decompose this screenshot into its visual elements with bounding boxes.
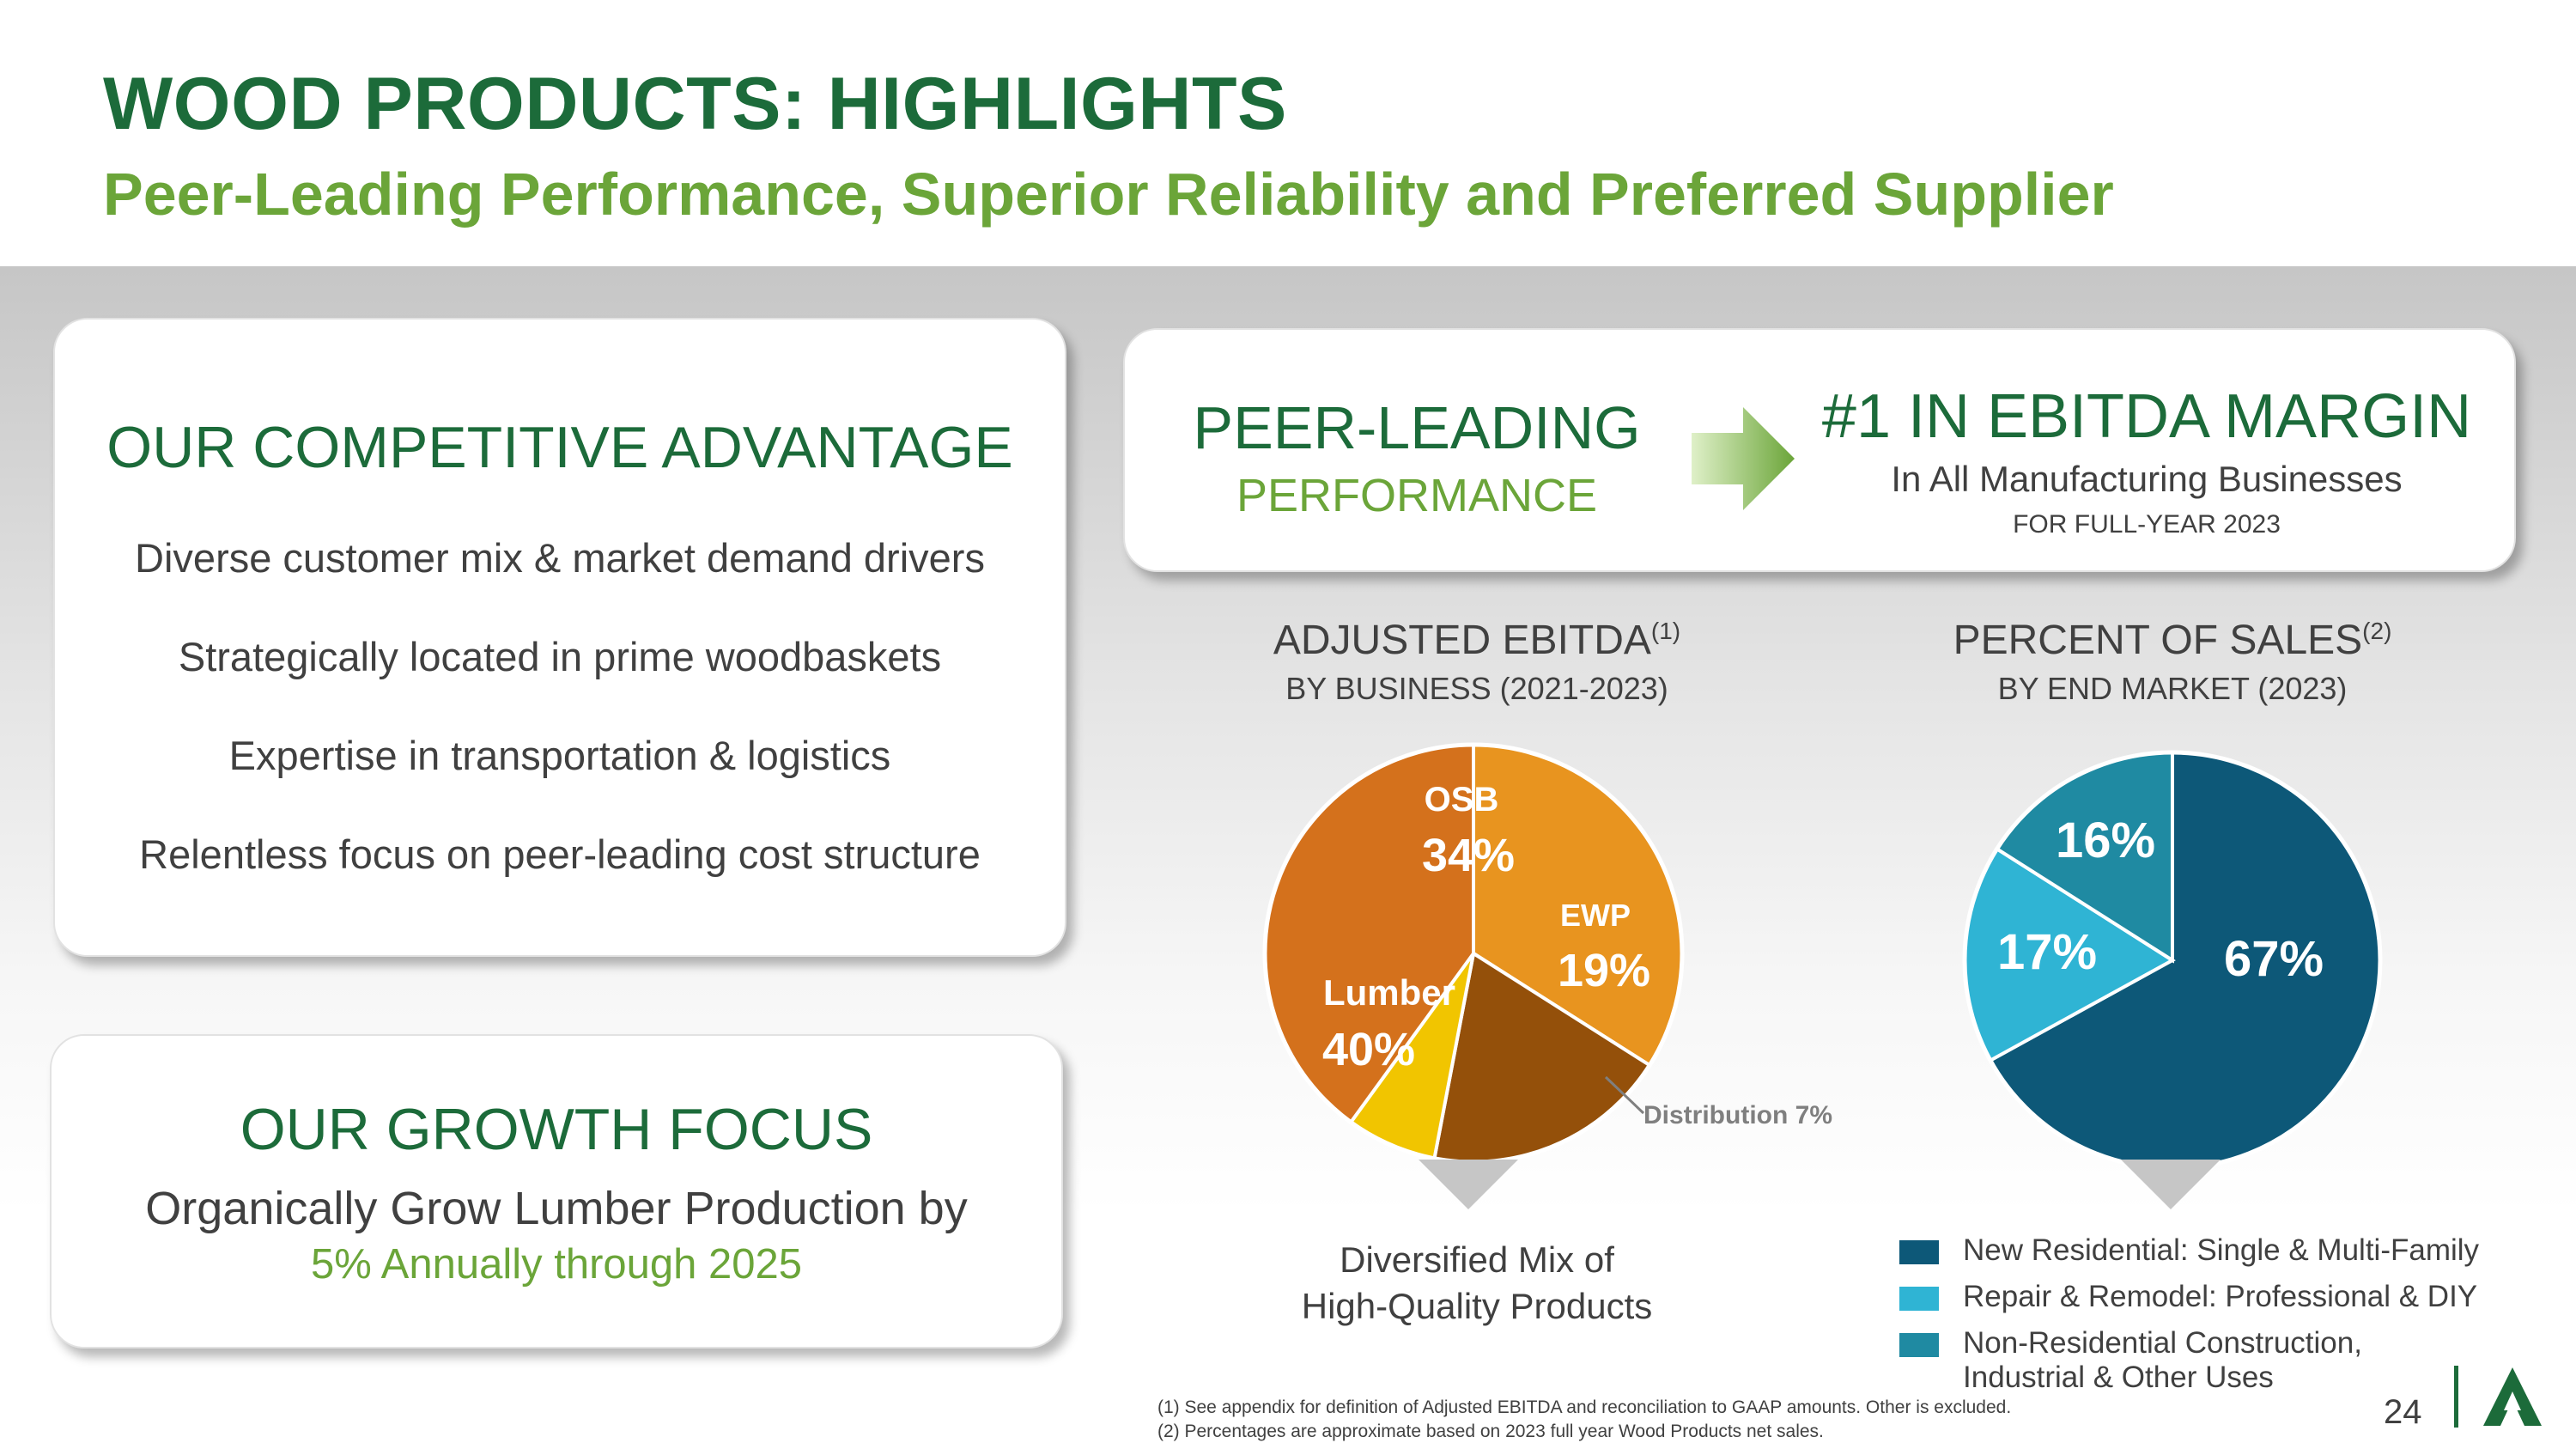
- sales-chart-title: PERCENT OF SALES: [1953, 618, 2363, 663]
- footnote-ref-2: (2): [2362, 618, 2392, 644]
- sales-pie-labels: 67% 17% 16%: [1997, 813, 2324, 987]
- sales-pointer: [2121, 1160, 2221, 1209]
- sales-chart-title-line: PERCENT OF SALES(2): [1880, 617, 2464, 664]
- advantage-item: Strategically located in prime woodbaske…: [178, 634, 942, 679]
- competitive-advantage-card: OUR COMPETITIVE ADVANTAGE Diverse custom…: [53, 318, 1066, 957]
- ebitda-caption-line1: Diversified Mix of: [1340, 1239, 1614, 1280]
- advantage-item: Diverse customer mix & market demand dri…: [135, 535, 985, 581]
- growth-focus-card: OUR GROWTH FOCUS Organically Grow Lumber…: [50, 1034, 1063, 1349]
- pie-label-ewp: EWP: [1560, 898, 1631, 933]
- page-subtitle: Peer-Leading Performance, Superior Relia…: [103, 161, 2114, 228]
- sales-pie-chart: [1962, 750, 2383, 1171]
- growth-focus-line1: Organically Grow Lumber Production by: [145, 1183, 968, 1234]
- growth-focus-title: OUR GROWTH FOCUS: [240, 1097, 873, 1162]
- growth-focus-line2: 5% Annually through 2025: [310, 1241, 803, 1288]
- legend-label-line1: Non-Residential Construction,: [1963, 1326, 2362, 1360]
- legend-label: New Residential: Single & Multi-Family: [1963, 1233, 2480, 1267]
- legend-label: Non-Residential Construction, Industrial…: [1963, 1326, 2362, 1395]
- advantage-item: Expertise in transportation & logistics: [228, 733, 891, 778]
- ebitda-margin-title: #1 IN EBITDA MARGIN: [1821, 382, 2472, 451]
- page-number: 24: [2384, 1393, 2422, 1431]
- ebitda-chart-title-line: ADJUSTED EBITDA(1): [1185, 617, 1769, 664]
- footnote-ref-1: (1): [1650, 618, 1681, 644]
- legend-swatch: [1899, 1240, 1939, 1264]
- ebitda-pointer: [1419, 1160, 1518, 1209]
- right-arrow-icon: [1692, 407, 1795, 510]
- footnote-2: (2) Percentages are approximate based on…: [1157, 1422, 1824, 1441]
- legend-label-line2: Industrial & Other Uses: [1963, 1361, 2274, 1394]
- sales-chart-subtitle: BY END MARKET (2023): [1997, 671, 2348, 706]
- competitive-advantage-title: OUR COMPETITIVE ADVANTAGE: [106, 415, 1013, 480]
- pie-label-distribution: Distribution 7%: [1643, 1101, 1832, 1129]
- company-logo-icon: [2483, 1367, 2542, 1426]
- legend-label: Repair & Remodel: Professional & DIY: [1963, 1280, 2478, 1313]
- pie-value-repair-remodel: 17%: [1997, 924, 2097, 980]
- sales-chart-heading: PERCENT OF SALES(2) BY END MARKET (2023): [1880, 617, 2464, 707]
- pie-label-lumber: Lumber: [1323, 972, 1455, 1013]
- distribution-leader-line: [1604, 1075, 1645, 1115]
- peer-leading-title: PEER-LEADING: [1193, 394, 1641, 461]
- ebitda-margin-period: FOR FULL-YEAR 2023: [2013, 510, 2281, 539]
- ebitda-chart-heading: ADJUSTED EBITDA(1) BY BUSINESS (2021-202…: [1185, 617, 1769, 707]
- pie-value-ewp: 19%: [1558, 945, 1650, 996]
- page-title: WOOD PRODUCTS: HIGHLIGHTS: [103, 63, 1287, 145]
- pie-value-osb: 34%: [1422, 830, 1515, 881]
- ebitda-chart-title: ADJUSTED EBITDA: [1273, 618, 1651, 663]
- pie-value-lumber: 40%: [1322, 1024, 1415, 1075]
- ebitda-margin-subtitle: In All Manufacturing Businesses: [1891, 459, 2403, 499]
- page-divider: [2454, 1366, 2458, 1428]
- peer-leading-subtitle: PERFORMANCE: [1236, 470, 1598, 521]
- ebitda-caption-line2: High-Quality Products: [1301, 1286, 1653, 1326]
- footnote-1: (1) See appendix for definition of Adjus…: [1157, 1397, 2012, 1417]
- pie-value-new-residential: 67%: [2224, 931, 2324, 987]
- ebitda-chart-subtitle: BY BUSINESS (2021-2023): [1285, 671, 1668, 706]
- pie-label-osb: OSB: [1425, 781, 1499, 819]
- advantage-item: Relentless focus on peer-leading cost st…: [139, 831, 981, 877]
- pie-value-non-residential: 16%: [2056, 813, 2155, 868]
- ebitda-pie-labels: OSB 34% EWP 19% Lumber 40%: [1322, 781, 1650, 1075]
- ebitda-pie-chart: [1262, 742, 1685, 1165]
- peer-leading-card: PEER-LEADING PERFORMANCE #1 IN EBITDA MA…: [1123, 328, 2516, 572]
- legend-swatch: [1899, 1287, 1939, 1311]
- legend-swatch: [1899, 1333, 1939, 1357]
- ebitda-chart-caption: Diversified Mix of High-Quality Products: [1271, 1237, 1683, 1330]
